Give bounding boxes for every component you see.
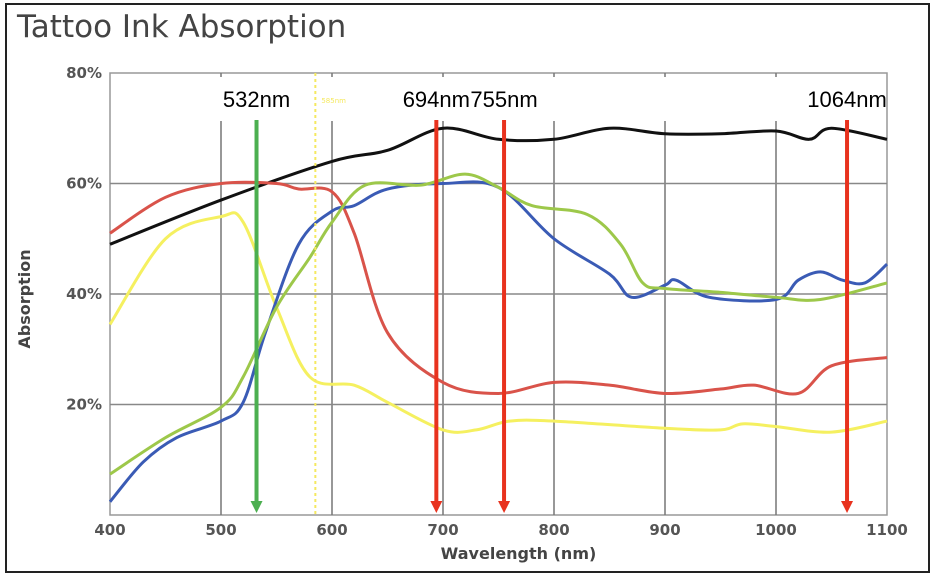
x-tick-label: 700: [427, 521, 458, 539]
x-tick-label: 1000: [755, 521, 797, 539]
y-tick-label: 80%: [66, 64, 102, 82]
laser-label-694: 694nm: [403, 87, 470, 112]
x-tick-label: 1100: [866, 521, 908, 539]
arrow-icon: [498, 501, 511, 513]
laser-label-strip: [114, 77, 883, 121]
series-line-red: [109, 180, 888, 396]
x-axis-label: Wavelength (nm): [441, 544, 597, 563]
x-tick-label: 600: [316, 521, 347, 539]
arrow-icon: [250, 501, 263, 513]
series-line-yellow: [108, 211, 888, 434]
chart-plot: 400 500 600 700 800 900 1000 1100 20% 40% 60% 80% Wa…: [15, 64, 908, 563]
series-line-green: [109, 172, 888, 476]
x-tick-label: 500: [205, 521, 236, 539]
laser-label-532: 532nm: [223, 87, 290, 112]
y-axis-label: Absorption: [15, 249, 34, 348]
arrow-icon: [841, 501, 854, 513]
chart-frame: Tattoo Ink Absorption 400 500 600 700 800 900…: [5, 3, 930, 573]
y-tick-label: 20%: [66, 396, 102, 414]
x-tick-label: 900: [649, 521, 680, 539]
laser-label-1064: 1064nm: [807, 87, 887, 112]
series-line-blue: [108, 180, 889, 503]
y-tick-label: 40%: [66, 285, 102, 303]
arrow-icon: [430, 501, 443, 513]
x-tick-label: 400: [94, 521, 125, 539]
annotation-label-585: 585nm: [321, 97, 346, 105]
laser-label-755: 755nm: [470, 87, 537, 112]
chart-title: Tattoo Ink Absorption: [17, 9, 347, 45]
y-tick-label: 60%: [66, 175, 102, 193]
x-tick-label: 800: [538, 521, 569, 539]
series-line-black: [109, 126, 888, 246]
